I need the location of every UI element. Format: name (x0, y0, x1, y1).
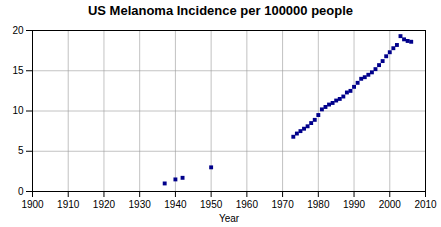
svg-text:1960: 1960 (236, 199, 259, 210)
svg-text:1970: 1970 (271, 199, 294, 210)
svg-text:1980: 1980 (307, 199, 330, 210)
svg-text:Year: Year (219, 213, 240, 224)
svg-text:20: 20 (12, 25, 24, 36)
svg-text:1990: 1990 (343, 199, 366, 210)
svg-text:2010: 2010 (414, 199, 437, 210)
svg-text:1920: 1920 (93, 199, 116, 210)
svg-text:15: 15 (12, 65, 24, 76)
svg-text:1900: 1900 (21, 199, 44, 210)
svg-text:2000: 2000 (379, 199, 402, 210)
svg-text:1930: 1930 (129, 199, 152, 210)
svg-text:1950: 1950 (200, 199, 223, 210)
svg-text:0: 0 (18, 186, 24, 197)
svg-text:1940: 1940 (164, 199, 187, 210)
svg-text:10: 10 (12, 105, 24, 116)
html-text:US Melanoma Incidence per 1000: US Melanoma Incidence per 100000 people (87, 3, 354, 18)
svg-text:5: 5 (18, 145, 24, 156)
svg-text:1910: 1910 (57, 199, 80, 210)
